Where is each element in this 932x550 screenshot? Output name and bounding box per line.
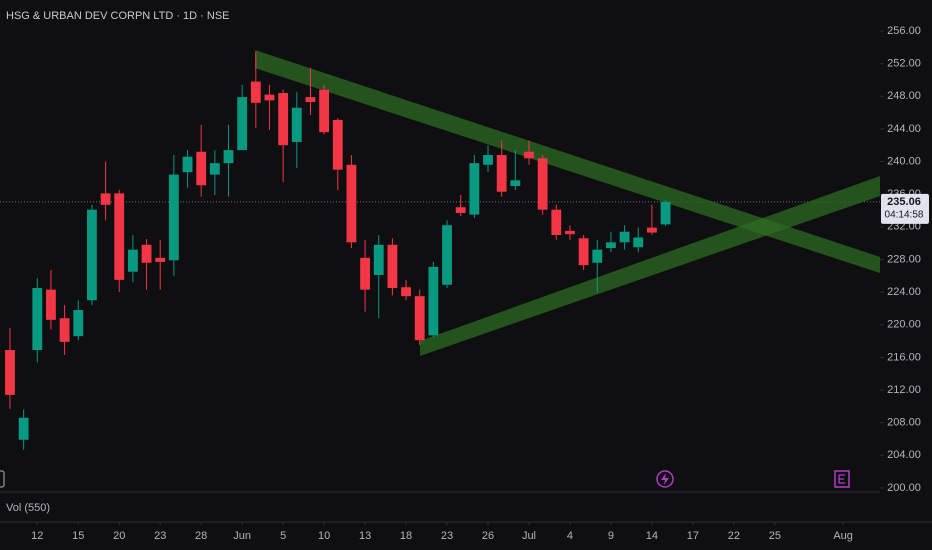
candle-body (73, 310, 84, 337)
candle-body (414, 296, 425, 341)
candle-body (32, 288, 43, 351)
candle-body (469, 163, 480, 215)
candle-body (319, 89, 330, 133)
candle-body (387, 244, 398, 289)
candle-body (182, 156, 193, 173)
candle-body (264, 94, 275, 101)
y-tick-label: 248.00 (887, 90, 921, 102)
x-tick-label: 4 (567, 530, 573, 542)
candle-body (18, 417, 29, 440)
y-tick-label: 208.00 (887, 417, 921, 429)
x-tick-label: 20 (113, 530, 125, 542)
upper-trend-band (255, 50, 880, 273)
candle-body (510, 180, 521, 187)
candle-body (196, 151, 207, 186)
x-tick-label: 23 (154, 530, 166, 542)
y-tick-label: 216.00 (887, 351, 921, 363)
last-price-badge (881, 193, 929, 224)
candle-body (401, 287, 411, 297)
y-tick-label: 212.00 (887, 384, 921, 396)
candle-body (59, 318, 70, 342)
candle-body (565, 230, 575, 235)
candle-body (537, 158, 548, 210)
candle-body (5, 350, 15, 395)
y-tick-label: 228.00 (887, 253, 921, 265)
candle-body (455, 207, 466, 213)
candle-body (168, 174, 179, 261)
x-tick-label: 15 (72, 530, 84, 542)
event-icon[interactable] (656, 470, 674, 488)
x-tick-label: 10 (318, 530, 330, 542)
y-tick-label: 204.00 (887, 449, 921, 461)
x-tick-label: Aug (833, 530, 853, 542)
last-price-label: 235.06 (887, 196, 921, 208)
x-tick-label: 9 (608, 530, 614, 542)
x-tick-label: 12 (31, 530, 43, 542)
candle-body (551, 209, 562, 235)
candle-body (223, 150, 234, 164)
x-tick-label: 13 (359, 530, 371, 542)
x-tick-label: 23 (441, 530, 453, 542)
candle-body (209, 163, 220, 175)
candle-body (155, 257, 166, 262)
x-tick-label: 25 (769, 530, 781, 542)
candle-body (291, 107, 302, 142)
panel-toggle[interactable] (0, 470, 5, 488)
y-tick-label: 244.00 (887, 123, 921, 135)
candle-body (305, 97, 316, 102)
y-tick-label: 240.00 (887, 155, 921, 167)
candle-body (332, 119, 343, 170)
event-icon-bolt (661, 473, 669, 485)
x-tick-label: 14 (646, 530, 658, 542)
candle-body (633, 237, 644, 248)
y-tick-label: 224.00 (887, 286, 921, 298)
candle-body (496, 155, 507, 192)
x-tick-label: Jul (522, 530, 536, 542)
candle-body (100, 193, 111, 205)
y-tick-label: 252.00 (887, 58, 921, 70)
x-tick-label: 18 (400, 530, 412, 542)
y-tick-label: 200.00 (887, 482, 921, 494)
earnings-icon-e (838, 474, 845, 484)
candle-body (114, 193, 125, 280)
candle-body (646, 227, 657, 233)
y-tick-label: 256.00 (887, 25, 921, 37)
x-tick-label: 17 (687, 530, 699, 542)
candle-body (524, 151, 534, 159)
candle-body (278, 93, 289, 146)
candle-body (250, 81, 261, 103)
candle-body (483, 155, 493, 165)
x-tick-label: 26 (482, 530, 494, 542)
x-tick-label: 22 (728, 530, 740, 542)
candle-body (141, 244, 152, 263)
candle-body (592, 249, 603, 263)
candle-body (127, 249, 138, 272)
candle-body (578, 238, 589, 266)
candle-body (619, 231, 630, 243)
grid (0, 30, 884, 525)
lower-trend-band (420, 176, 880, 356)
candle-body (606, 242, 616, 249)
x-tick-label: 28 (195, 530, 207, 542)
candle-body (346, 164, 357, 243)
candle-body (373, 244, 384, 275)
earnings-icon[interactable] (834, 470, 850, 488)
countdown-label: 04:14:58 (885, 209, 924, 220)
candle-body (428, 266, 439, 336)
symbol-title: HSG & URBAN DEV CORPN LTD · 1D · NSE (6, 10, 230, 22)
candle-body (442, 225, 452, 285)
candle-body (360, 257, 371, 290)
candle-body (46, 289, 56, 320)
volume-label: Vol (550) (6, 502, 50, 514)
candle-body (237, 97, 248, 151)
candle-body (87, 209, 97, 301)
x-tick-label: 5 (280, 530, 286, 542)
x-tick-label: Jun (233, 530, 251, 542)
y-tick-label: 220.00 (887, 319, 921, 331)
trendline-bands (255, 50, 880, 356)
candle-body (660, 201, 671, 225)
